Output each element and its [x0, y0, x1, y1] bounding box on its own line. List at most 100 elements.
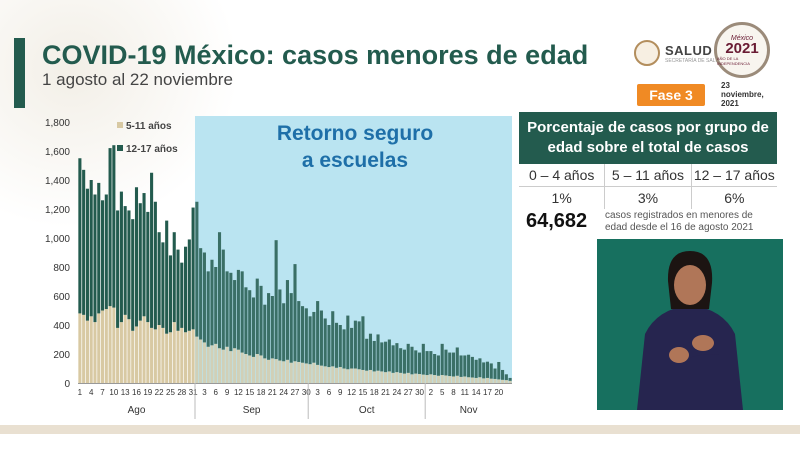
y-tick-label: 1,600 — [45, 147, 70, 158]
x-tick-label: 10 — [109, 388, 118, 397]
bar-5-11 — [368, 369, 373, 383]
bar-12-17 — [501, 369, 505, 380]
bar-12-17 — [278, 289, 282, 361]
footer-band — [0, 425, 800, 434]
bar-5-11 — [187, 330, 191, 383]
bar-12-17 — [233, 280, 237, 349]
bar-12-17 — [267, 293, 271, 360]
y-tick-label: 200 — [53, 350, 70, 361]
bar-12-17 — [308, 316, 312, 365]
bar-5-11 — [191, 329, 195, 383]
bar-12-17 — [350, 327, 354, 369]
bar-5-11 — [417, 374, 422, 383]
percent-cell: 1% — [519, 187, 606, 209]
bar-12-17 — [150, 172, 154, 328]
bar-5-11 — [334, 367, 339, 383]
bar-12-17 — [365, 338, 369, 371]
bar-12-17 — [497, 361, 501, 380]
bar-5-11 — [229, 351, 233, 383]
bar-12-17 — [153, 201, 157, 330]
bar-12-17 — [391, 345, 395, 373]
bar-5-11 — [285, 359, 289, 383]
bar-5-11 — [157, 325, 161, 383]
bar-12-17 — [444, 349, 448, 376]
x-tick-label: 22 — [155, 388, 164, 397]
bar-12-17 — [417, 352, 422, 375]
x-tick-label: 4 — [89, 388, 94, 397]
x-tick-label: 31 — [189, 388, 198, 397]
bar-12-17 — [184, 246, 188, 333]
bar-5-11 — [267, 359, 271, 383]
bar-5-11 — [146, 322, 150, 383]
bar-12-17 — [459, 355, 463, 377]
bar-12-17 — [399, 348, 403, 373]
bar-5-11 — [233, 348, 237, 383]
bar-12-17 — [180, 262, 184, 328]
bar-5-11 — [112, 307, 116, 383]
bar-12-17 — [251, 297, 256, 357]
salud-logo-word: SALUD — [665, 42, 713, 58]
bar-5-11 — [293, 361, 297, 383]
bar-5-11 — [316, 364, 320, 383]
bar-5-11 — [221, 349, 225, 383]
mexico-2021-badge-icon: México 2021 AÑO DE LA INDEPENDENCIA — [714, 22, 770, 78]
y-tick-label: 1,000 — [45, 234, 70, 245]
bar-5-11 — [116, 327, 120, 383]
bar-12-17 — [478, 358, 482, 378]
bar-5-11 — [100, 310, 105, 383]
bar-12-17 — [334, 322, 339, 368]
bar-5-11 — [346, 369, 350, 383]
x-tick-label: 1 — [78, 388, 83, 397]
bar-5-11 — [365, 370, 369, 383]
page-title: COVID-19 México: casos menores de edad — [42, 40, 589, 70]
report-date: 23 noviembre, 2021 — [721, 81, 764, 108]
bar-12-17 — [217, 232, 222, 349]
bar-5-11 — [312, 362, 316, 383]
percent-cell: 3% — [605, 187, 692, 209]
month-label: Ago — [128, 405, 146, 416]
x-tick-label: 12 — [347, 388, 356, 397]
bar-5-11 — [184, 332, 188, 383]
bar-5-11 — [134, 326, 139, 383]
bar-5-11 — [380, 371, 384, 383]
bar-12-17 — [104, 194, 108, 310]
bar-5-11 — [372, 371, 376, 383]
bar-12-17 — [270, 296, 274, 359]
bar-12-17 — [312, 311, 316, 363]
badge-top-text: México — [730, 34, 754, 42]
age-group-cell: 0 – 4 años — [519, 164, 606, 186]
bar-5-11 — [263, 358, 267, 383]
bar-5-11 — [467, 377, 471, 383]
bar-5-11 — [406, 372, 410, 383]
bar-12-17 — [451, 352, 456, 377]
bar-12-17 — [293, 264, 297, 362]
x-tick-label: 5 — [440, 388, 445, 397]
bar-5-11 — [391, 372, 395, 383]
bar-5-11 — [482, 378, 486, 383]
bar-5-11 — [274, 359, 278, 383]
x-tick-label: 7 — [100, 388, 105, 397]
bar-5-11 — [493, 378, 497, 383]
salud-seal-icon — [634, 40, 660, 66]
bar-12-17 — [289, 293, 293, 363]
bar-12-17 — [402, 349, 406, 374]
bar-5-11 — [270, 358, 274, 383]
bar-12-17 — [440, 343, 444, 376]
bar-12-17 — [368, 333, 373, 370]
age-group-cell: 12 – 17 años — [693, 167, 775, 183]
bar-12-17 — [146, 211, 150, 323]
bar-5-11 — [255, 354, 259, 383]
bar-5-11 — [127, 319, 131, 383]
bar-5-11 — [497, 379, 501, 383]
bar-5-11 — [429, 374, 433, 383]
bar-12-17 — [225, 271, 229, 347]
bar-5-11 — [361, 369, 365, 383]
bar-5-11 — [319, 365, 323, 383]
bar-5-11 — [331, 366, 335, 383]
x-tick-label: 12 — [234, 388, 243, 397]
salud-logo: SALUD SECRETARÍA DE SALUD — [634, 40, 723, 66]
x-tick-label: 17 — [483, 388, 492, 397]
bar-5-11 — [119, 322, 123, 383]
bar-12-17 — [504, 374, 508, 381]
